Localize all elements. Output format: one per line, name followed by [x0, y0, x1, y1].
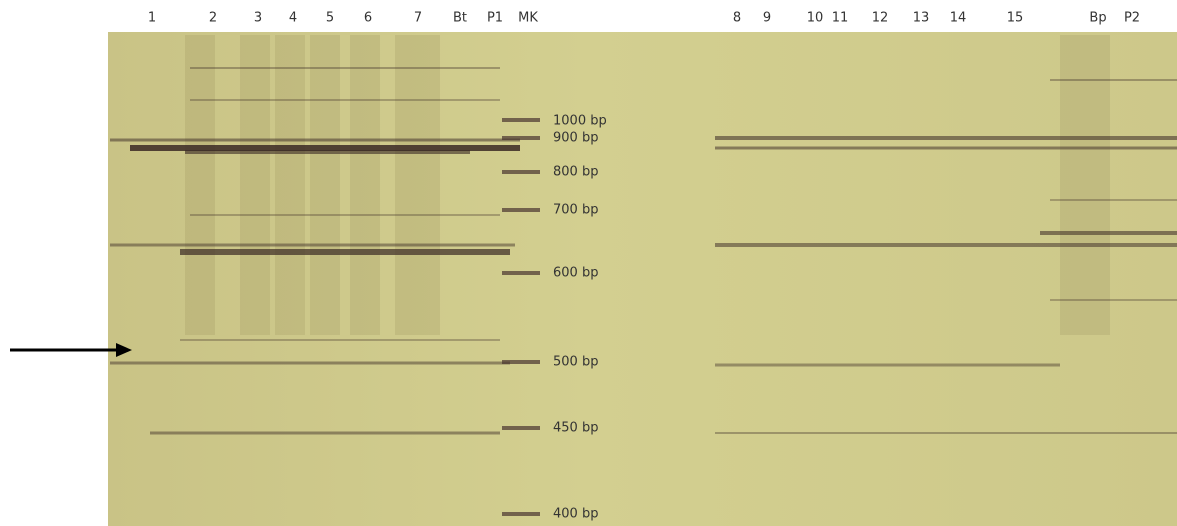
lane-label: P2: [1124, 11, 1140, 26]
lane-label: 15: [1007, 11, 1024, 26]
lane-label: 2: [209, 11, 217, 26]
lane-label: 6: [364, 11, 372, 26]
marker-label: 500 bp: [553, 355, 598, 370]
lane-smear: [310, 35, 340, 335]
lane-smear: [395, 35, 440, 335]
lane-label: 13: [913, 11, 930, 26]
lane-smear: [240, 35, 270, 335]
lane-label: 11: [832, 11, 849, 26]
lane-label: Bt: [453, 11, 467, 26]
lane-smear: [185, 35, 215, 335]
marker-label: 400 bp: [553, 507, 598, 522]
lane-label: 5: [326, 11, 334, 26]
marker-label: 450 bp: [553, 421, 598, 436]
lane-label: 3: [254, 11, 262, 26]
lane-label: 9: [763, 11, 771, 26]
lane-smear: [350, 35, 380, 335]
marker-label: 800 bp: [553, 165, 598, 180]
lane-smear: [275, 35, 305, 335]
lane-label: 4: [289, 11, 297, 26]
lane-label: MK: [518, 11, 538, 26]
marker-label: 1000 bp: [553, 114, 607, 129]
lane-label: 8: [733, 11, 741, 26]
lane-label: 14: [950, 11, 967, 26]
lane-label: P1: [487, 11, 503, 26]
marker-label: 700 bp: [553, 203, 598, 218]
gel-figure: 1234567BtP1MK89101112131415BpP21000 bp90…: [0, 0, 1177, 526]
lane-label: Bp: [1089, 11, 1106, 26]
marker-label: 600 bp: [553, 266, 598, 281]
lane-label: 7: [414, 11, 422, 26]
lane-label: 12: [872, 11, 889, 26]
lane-label: 10: [807, 11, 824, 26]
lane-label: 1: [148, 11, 156, 26]
marker-label: 900 bp: [553, 131, 598, 146]
